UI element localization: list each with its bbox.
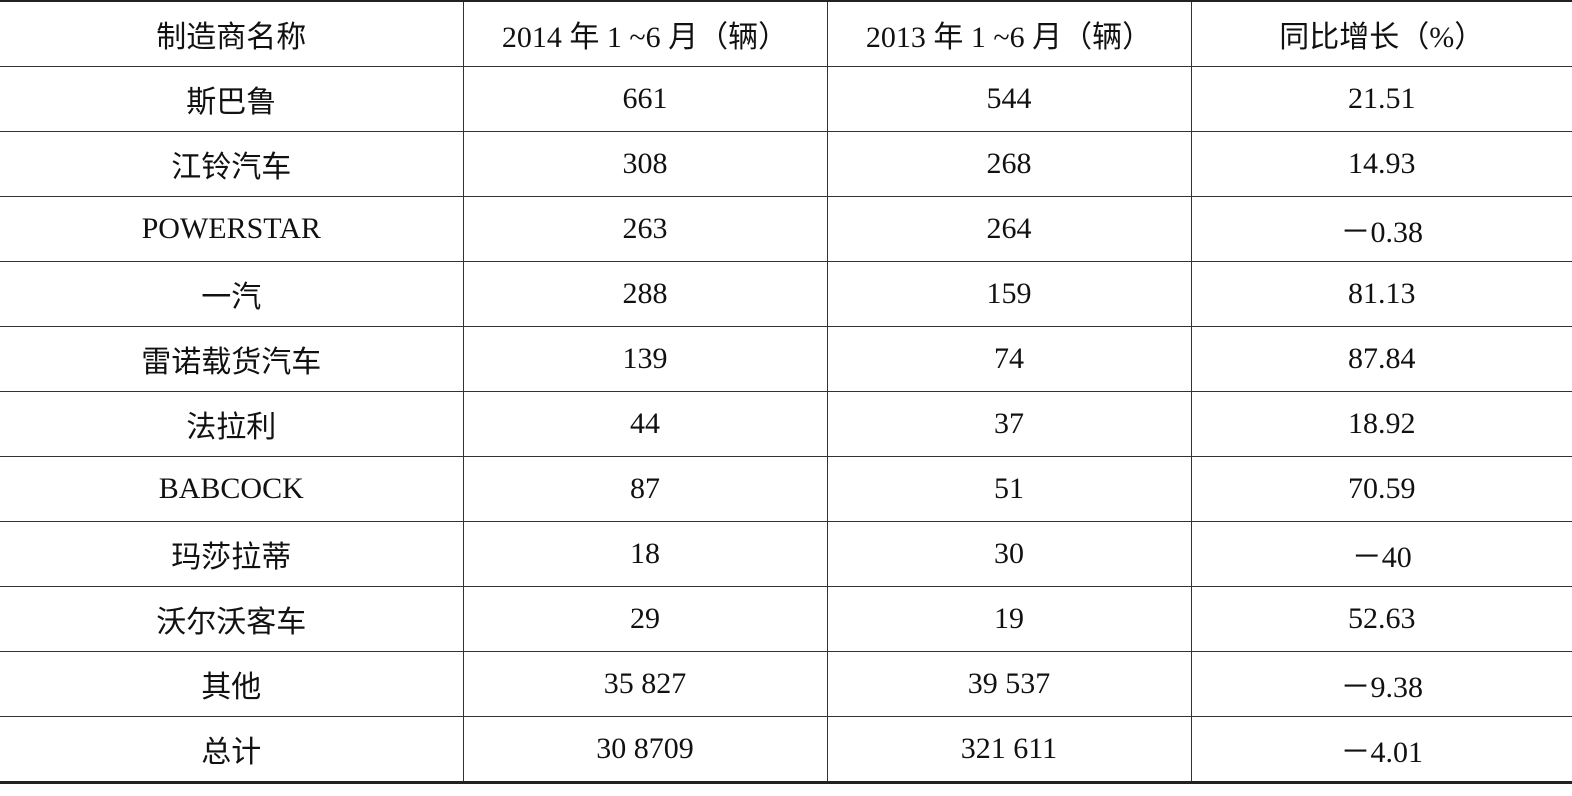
table-cell: 29 bbox=[462, 586, 827, 652]
table-cell: 87 bbox=[462, 456, 827, 522]
table-cell: 81.13 bbox=[1190, 261, 1572, 327]
table-cell: 308 bbox=[462, 131, 827, 197]
table-cell: 52.63 bbox=[1190, 586, 1572, 652]
table-cell: －40 bbox=[1190, 521, 1572, 587]
table-cell: 70.59 bbox=[1190, 456, 1572, 522]
header-cell: 同比增长（%） bbox=[1190, 0, 1572, 67]
table-cell: 沃尔沃客车 bbox=[0, 586, 463, 652]
table-cell: －0.38 bbox=[1190, 196, 1572, 262]
table-cell: 18.92 bbox=[1190, 391, 1572, 457]
table-cell: 其他 bbox=[0, 651, 463, 717]
table-row: 一汽 288 159 81.13 bbox=[0, 261, 1572, 327]
table-row: 总计 30 8709 321 611 －4.01 bbox=[0, 716, 1572, 783]
header-row: 制造商名称 2014 年 1 ~6 月（辆） 2013 年 1 ~6 月（辆） 同比增… bbox=[0, 0, 1572, 67]
table-cell: 37 bbox=[826, 391, 1191, 457]
table-cell: 39 537 bbox=[826, 651, 1191, 717]
table-cell: 139 bbox=[462, 326, 827, 392]
table-row: 雷诺载货汽车 139 74 87.84 bbox=[0, 326, 1572, 392]
table-cell: 总计 bbox=[0, 716, 463, 783]
table-cell: BABCOCK bbox=[0, 456, 463, 522]
table-cell: 263 bbox=[462, 196, 827, 262]
table-cell: 30 bbox=[826, 521, 1191, 587]
table-cell: 21.51 bbox=[1190, 66, 1572, 132]
table-cell: 30 8709 bbox=[462, 716, 827, 783]
table-cell: －4.01 bbox=[1190, 716, 1572, 783]
table-cell: 一汽 bbox=[0, 261, 463, 327]
table-cell: 斯巴鲁 bbox=[0, 66, 463, 132]
table-cell: 321 611 bbox=[826, 716, 1191, 783]
table-cell: 159 bbox=[826, 261, 1191, 327]
table-cell: 玛莎拉蒂 bbox=[0, 521, 463, 587]
table-cell: 661 bbox=[462, 66, 827, 132]
table-row: POWERSTAR 263 264 －0.38 bbox=[0, 196, 1572, 262]
table-cell: 19 bbox=[826, 586, 1191, 652]
table-row: 其他 35 827 39 537 －9.38 bbox=[0, 651, 1572, 717]
table-body: 斯巴鲁 661 544 21.51 江铃汽车 308 268 14.93 POWERSTAR 26… bbox=[0, 66, 1572, 783]
table-row: 沃尔沃客车 29 19 52.63 bbox=[0, 586, 1572, 652]
table-row: 斯巴鲁 661 544 21.51 bbox=[0, 66, 1572, 132]
table-row: BABCOCK 87 51 70.59 bbox=[0, 456, 1572, 522]
table-cell: 法拉利 bbox=[0, 391, 463, 457]
table-cell: POWERSTAR bbox=[0, 196, 463, 262]
table-cell: 288 bbox=[462, 261, 827, 327]
table-row: 法拉利 44 37 18.92 bbox=[0, 391, 1572, 457]
header-cell: 2013 年 1 ~6 月（辆） bbox=[826, 0, 1191, 67]
table-cell: 14.93 bbox=[1190, 131, 1572, 197]
table-cell: 18 bbox=[462, 521, 827, 587]
header-cell: 制造商名称 bbox=[0, 0, 463, 67]
table-cell: 264 bbox=[826, 196, 1191, 262]
table-cell: 雷诺载货汽车 bbox=[0, 326, 463, 392]
table-cell: 35 827 bbox=[462, 651, 827, 717]
table-cell: －9.38 bbox=[1190, 651, 1572, 717]
header-cell: 2014 年 1 ~6 月（辆） bbox=[462, 0, 827, 67]
table-row: 玛莎拉蒂 18 30 －40 bbox=[0, 521, 1572, 587]
table-cell: 87.84 bbox=[1190, 326, 1572, 392]
table-cell: 544 bbox=[826, 66, 1191, 132]
table-cell: 268 bbox=[826, 131, 1191, 197]
table-row: 江铃汽车 308 268 14.93 bbox=[0, 131, 1572, 197]
table-cell: 江铃汽车 bbox=[0, 131, 463, 197]
table-cell: 44 bbox=[462, 391, 827, 457]
table-cell: 74 bbox=[826, 326, 1191, 392]
table-cell: 51 bbox=[826, 456, 1191, 522]
